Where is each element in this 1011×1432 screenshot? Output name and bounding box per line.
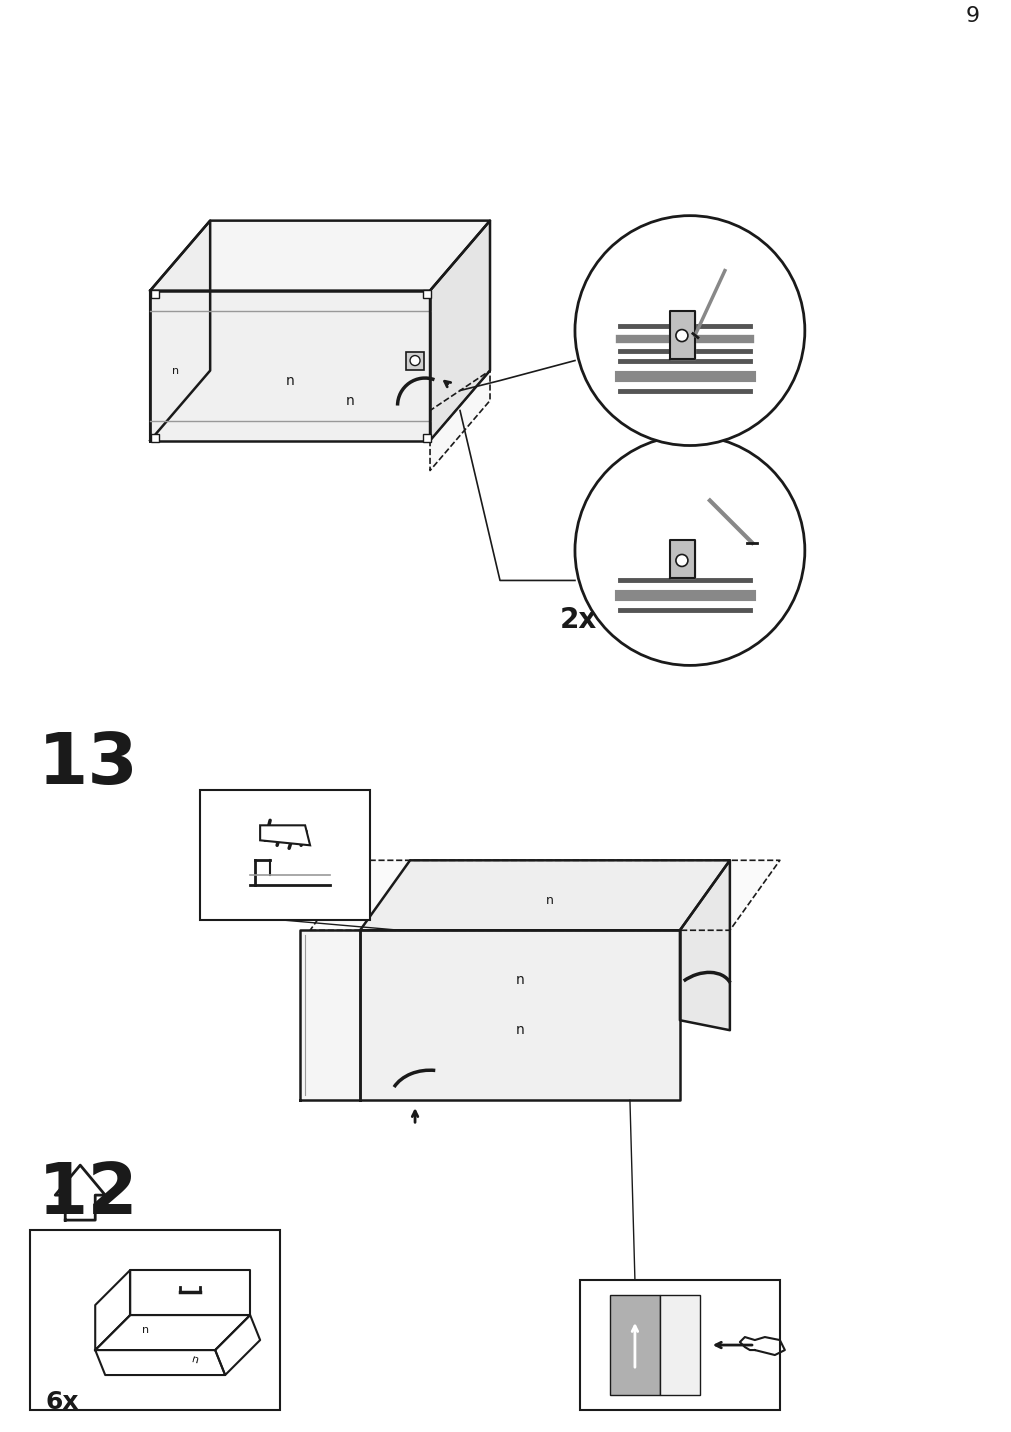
Polygon shape (309, 861, 779, 931)
Text: n: n (285, 374, 294, 388)
Text: n: n (346, 394, 354, 408)
Polygon shape (360, 931, 679, 1100)
FancyBboxPatch shape (200, 790, 370, 921)
FancyBboxPatch shape (423, 289, 431, 298)
Text: n: n (190, 1355, 200, 1366)
Polygon shape (150, 221, 489, 291)
Text: 6x: 6x (45, 1390, 79, 1413)
Polygon shape (669, 540, 695, 579)
Text: n: n (516, 974, 524, 987)
Circle shape (574, 435, 804, 666)
Polygon shape (95, 1315, 250, 1350)
Polygon shape (215, 1315, 260, 1375)
Polygon shape (300, 931, 360, 1100)
Text: 12: 12 (38, 1160, 139, 1229)
Polygon shape (260, 825, 309, 845)
Circle shape (574, 216, 804, 445)
FancyBboxPatch shape (610, 1295, 659, 1395)
Circle shape (675, 554, 687, 567)
Text: n: n (172, 365, 179, 375)
Polygon shape (150, 221, 210, 441)
Text: n: n (142, 1325, 149, 1335)
Text: 13: 13 (38, 730, 139, 799)
Polygon shape (360, 861, 729, 931)
Polygon shape (150, 291, 430, 441)
Polygon shape (430, 221, 489, 441)
Polygon shape (679, 861, 729, 1030)
FancyBboxPatch shape (659, 1295, 700, 1395)
Polygon shape (95, 1270, 130, 1350)
Circle shape (675, 329, 687, 342)
Polygon shape (130, 1270, 250, 1315)
Circle shape (409, 355, 420, 365)
Text: n: n (516, 1024, 524, 1037)
Polygon shape (95, 1350, 224, 1375)
Polygon shape (430, 371, 489, 471)
FancyBboxPatch shape (405, 352, 424, 369)
FancyBboxPatch shape (151, 289, 159, 298)
FancyBboxPatch shape (579, 1280, 779, 1411)
FancyBboxPatch shape (30, 1230, 280, 1411)
Polygon shape (669, 311, 695, 358)
Text: 2x: 2x (559, 606, 596, 634)
FancyBboxPatch shape (423, 434, 431, 441)
Text: 9: 9 (964, 6, 979, 26)
Text: n: n (546, 894, 553, 906)
FancyBboxPatch shape (151, 434, 159, 441)
Polygon shape (56, 1166, 105, 1220)
